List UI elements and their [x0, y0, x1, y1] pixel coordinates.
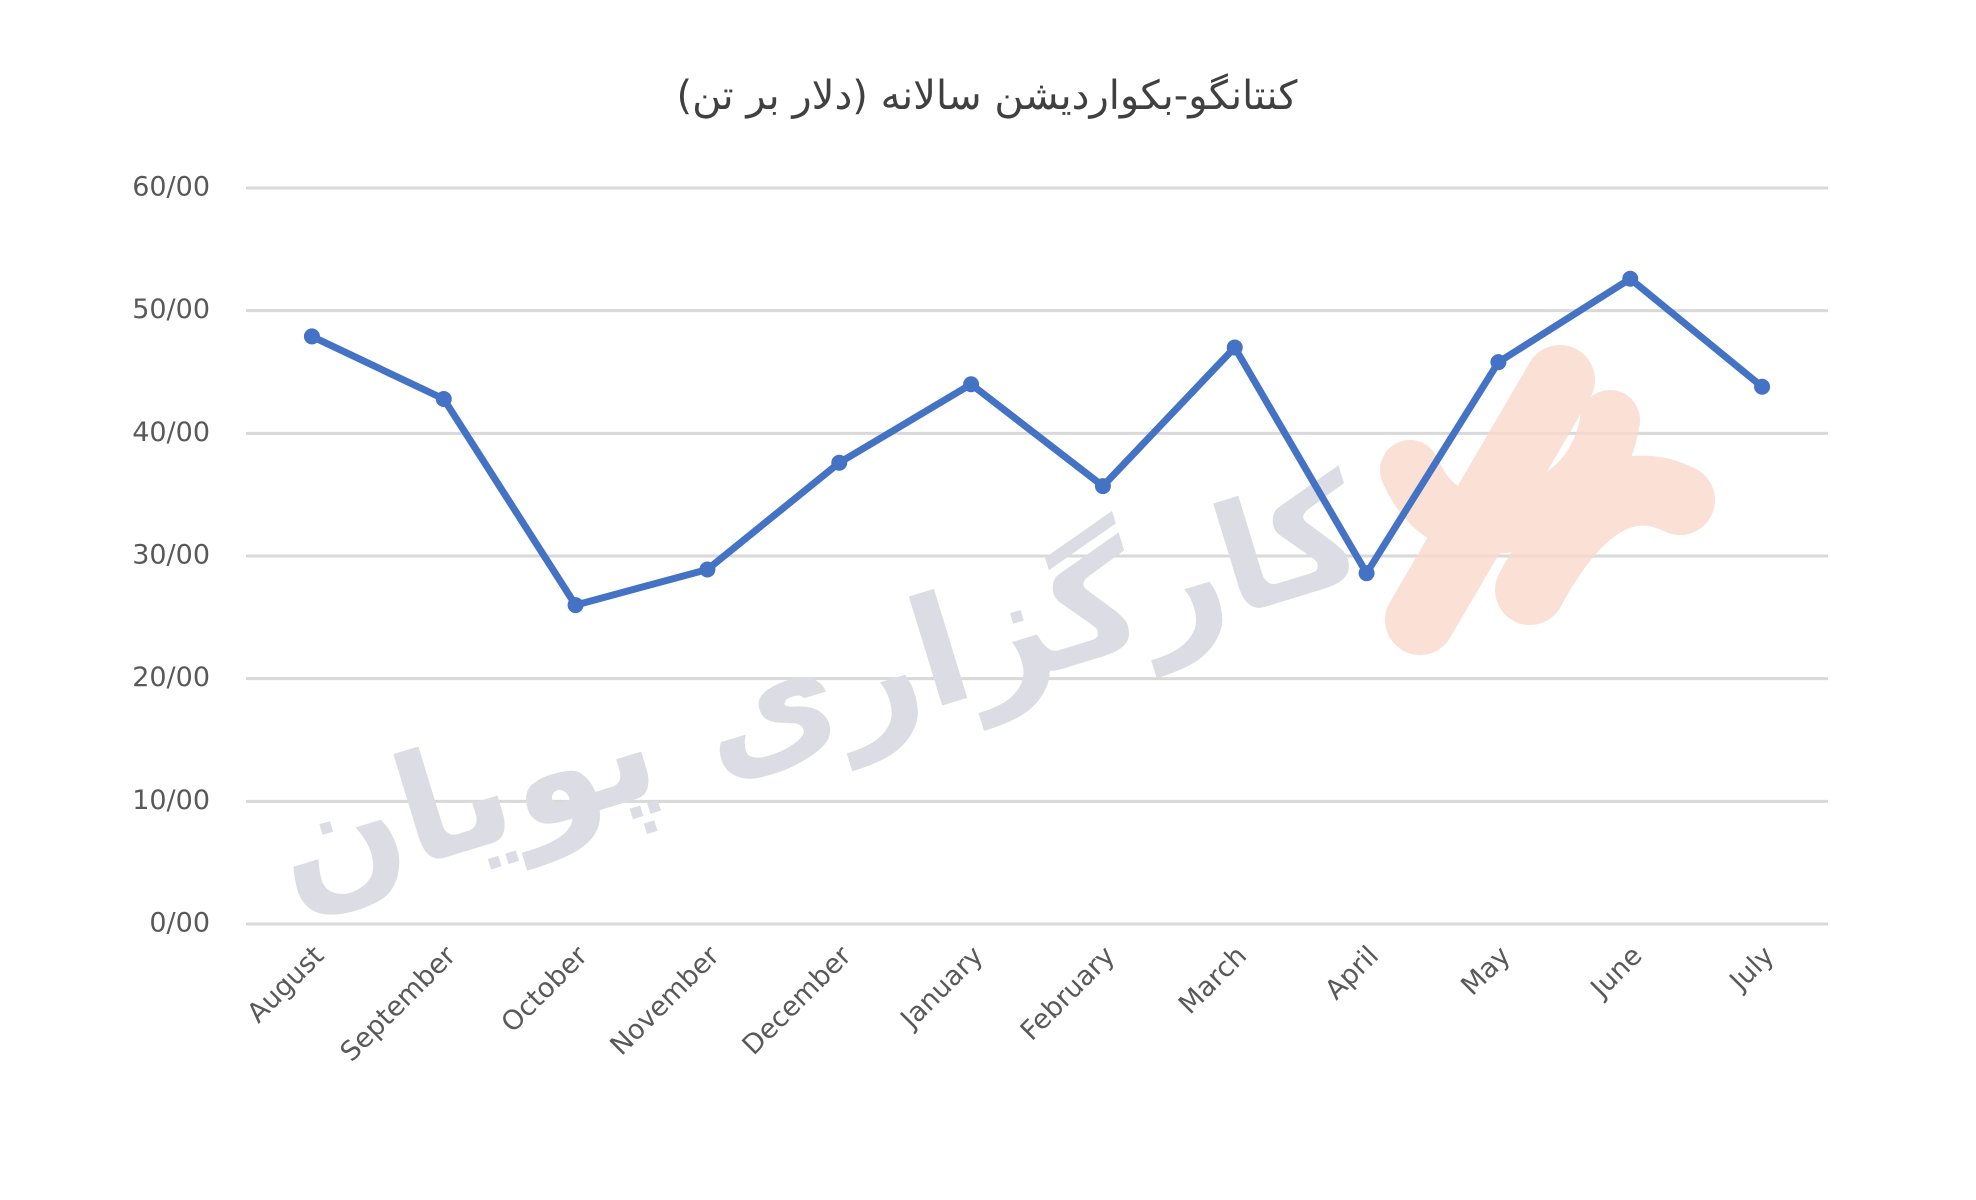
y-tick-label: 10/00	[132, 785, 210, 816]
point	[1754, 378, 1771, 395]
point	[1490, 354, 1507, 371]
point	[1622, 270, 1639, 287]
x-tick-label: May	[1455, 940, 1516, 1001]
x-tick-label: February	[1015, 940, 1122, 1047]
point	[435, 390, 452, 407]
x-tick-label: October	[496, 940, 595, 1039]
x-tick-label: September	[335, 940, 463, 1068]
x-tick-label: July	[1723, 940, 1781, 998]
y-tick-label: 40/00	[132, 417, 210, 448]
y-tick-label: 0/00	[149, 908, 210, 939]
x-tick-label: January	[894, 940, 990, 1036]
x-tick-label: June	[1584, 940, 1649, 1005]
point	[699, 561, 716, 578]
point	[1358, 565, 1375, 582]
y-tick-label: 30/00	[132, 540, 210, 571]
x-tick-label: March	[1173, 940, 1253, 1020]
y-tick-label: 60/00	[132, 172, 210, 203]
y-tick-label: 50/00	[132, 294, 210, 325]
x-tick-label: December	[737, 940, 859, 1062]
x-tick-label: November	[604, 940, 726, 1062]
watermark: کارگزاری پویان	[252, 442, 1384, 940]
point	[963, 376, 980, 393]
point	[567, 597, 584, 614]
x-tick-label: August	[241, 940, 330, 1029]
point	[1094, 478, 1111, 495]
point	[831, 454, 848, 471]
y-tick-label: 20/00	[132, 662, 210, 693]
point	[1226, 339, 1243, 356]
x-tick-label: April	[1319, 940, 1385, 1006]
watermark-logo	[1380, 345, 1715, 655]
point	[303, 328, 320, 345]
line	[310, 275, 1765, 609]
chart-title: کنتانگو-بکواردیشن سالانه (دلار بر تن)	[677, 73, 1299, 119]
